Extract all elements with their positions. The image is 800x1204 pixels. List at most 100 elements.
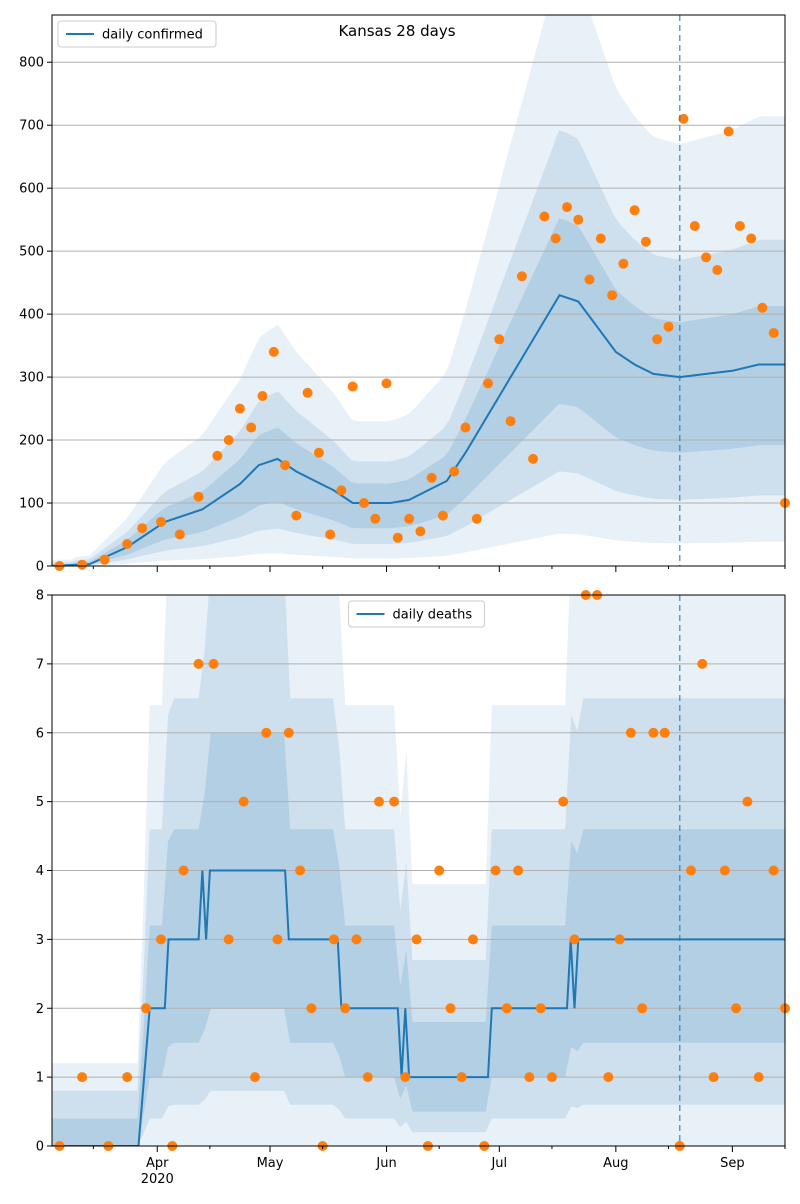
- data-point: [261, 727, 272, 738]
- data-point: [528, 453, 539, 464]
- data-point: [174, 529, 185, 540]
- data-point: [731, 1003, 742, 1014]
- x-tick-label: Aug: [603, 1156, 628, 1171]
- data-point: [637, 1003, 648, 1014]
- data-point: [614, 934, 625, 945]
- deaths-y-ticks: 0 1 2 3 4 5 6 7 8: [36, 589, 52, 1155]
- data-point: [272, 934, 283, 945]
- data-point: [370, 513, 381, 524]
- confirmed-axes-frame: [51, 14, 786, 567]
- data-point: [697, 658, 708, 669]
- data-point: [618, 258, 629, 269]
- y-tick-label: 300: [19, 371, 44, 386]
- data-point: [122, 539, 133, 549]
- data-point: [550, 233, 561, 244]
- x-tick-label: Sep: [720, 1156, 745, 1171]
- data-point: [426, 472, 437, 483]
- data-point: [268, 346, 279, 357]
- data-point: [434, 865, 445, 876]
- deaths-legend-box: [348, 600, 485, 628]
- data-point: [122, 1072, 133, 1083]
- data-point: [494, 334, 505, 345]
- data-point: [573, 214, 584, 225]
- data-point: [77, 1072, 88, 1083]
- data-point: [347, 381, 358, 392]
- y-tick-label: 400: [19, 308, 44, 323]
- confirmed-y-ticks: 0 100 200 300 400 500 600 700 800: [19, 56, 52, 575]
- data-point: [340, 1003, 351, 1014]
- data-point: [193, 491, 204, 502]
- data-point: [625, 727, 636, 738]
- data-point: [437, 510, 448, 521]
- data-point: [291, 510, 302, 521]
- data-point: [535, 1003, 546, 1014]
- y-tick-label: 600: [19, 182, 44, 197]
- uncertainty-band-3: [52, 218, 785, 566]
- data-point: [381, 378, 392, 389]
- y-tick-label: 700: [19, 119, 44, 134]
- data-point: [490, 865, 501, 876]
- data-point: [652, 334, 663, 345]
- data-point: [513, 865, 524, 876]
- data-point: [208, 658, 219, 669]
- data-point: [137, 523, 148, 534]
- data-point: [663, 321, 674, 332]
- data-point: [325, 529, 336, 540]
- y-tick-label: 2: [36, 1002, 44, 1017]
- data-point: [238, 796, 249, 807]
- data-point: [648, 727, 659, 738]
- x-tick-label: May: [257, 1156, 284, 1171]
- x-tick-label: Apr: [146, 1156, 169, 1171]
- uncertainty-band-3: [52, 732, 785, 1146]
- data-point: [246, 422, 257, 433]
- chart-title: Kansas 28 days: [338, 22, 455, 40]
- x-year-label: 2020: [141, 1172, 174, 1187]
- data-point: [193, 658, 204, 669]
- data-point: [757, 302, 768, 313]
- y-tick-label: 500: [19, 245, 44, 260]
- confirmed-gridlines: [52, 61, 785, 567]
- y-tick-label: 7: [36, 657, 44, 672]
- data-point: [678, 113, 689, 124]
- data-point: [562, 202, 572, 213]
- data-point: [362, 1072, 373, 1083]
- data-point: [640, 236, 651, 247]
- data-point: [283, 727, 294, 738]
- data-point: [400, 1072, 411, 1083]
- data-point: [708, 1072, 719, 1083]
- data-point: [141, 1003, 151, 1014]
- data-point: [460, 422, 471, 433]
- data-point: [411, 934, 422, 945]
- data-point: [456, 1072, 467, 1083]
- data-point: [546, 1072, 557, 1083]
- y-tick-label: 4: [36, 864, 44, 879]
- data-point: [539, 211, 550, 222]
- data-point: [689, 221, 700, 231]
- data-point: [389, 796, 400, 807]
- data-point: [392, 532, 403, 543]
- data-point: [313, 447, 324, 458]
- data-point: [374, 796, 384, 807]
- data-point: [471, 513, 482, 524]
- data-point: [768, 328, 779, 338]
- y-tick-label: 6: [36, 726, 44, 741]
- confirmed-panel: 0 100 200 300 400 500 600 700 800 Kansas 28 days…: [19, 14, 790, 575]
- data-point: [295, 865, 306, 876]
- data-point: [595, 233, 606, 244]
- data-point: [328, 934, 339, 945]
- confirmed-line-group: [52, 293, 785, 566]
- data-point: [234, 403, 245, 414]
- y-tick-label: 0: [36, 1140, 44, 1155]
- data-point: [607, 290, 618, 301]
- data-point: [712, 265, 723, 275]
- data-point: [505, 416, 516, 427]
- data-point: [156, 516, 166, 527]
- deaths-legend-label: daily deaths: [393, 608, 473, 623]
- y-tick-label: 3: [36, 933, 44, 948]
- data-point: [223, 435, 234, 446]
- uncertainty-band-1: [52, 15, 785, 566]
- confirmed-legend-label: daily confirmed: [102, 28, 203, 43]
